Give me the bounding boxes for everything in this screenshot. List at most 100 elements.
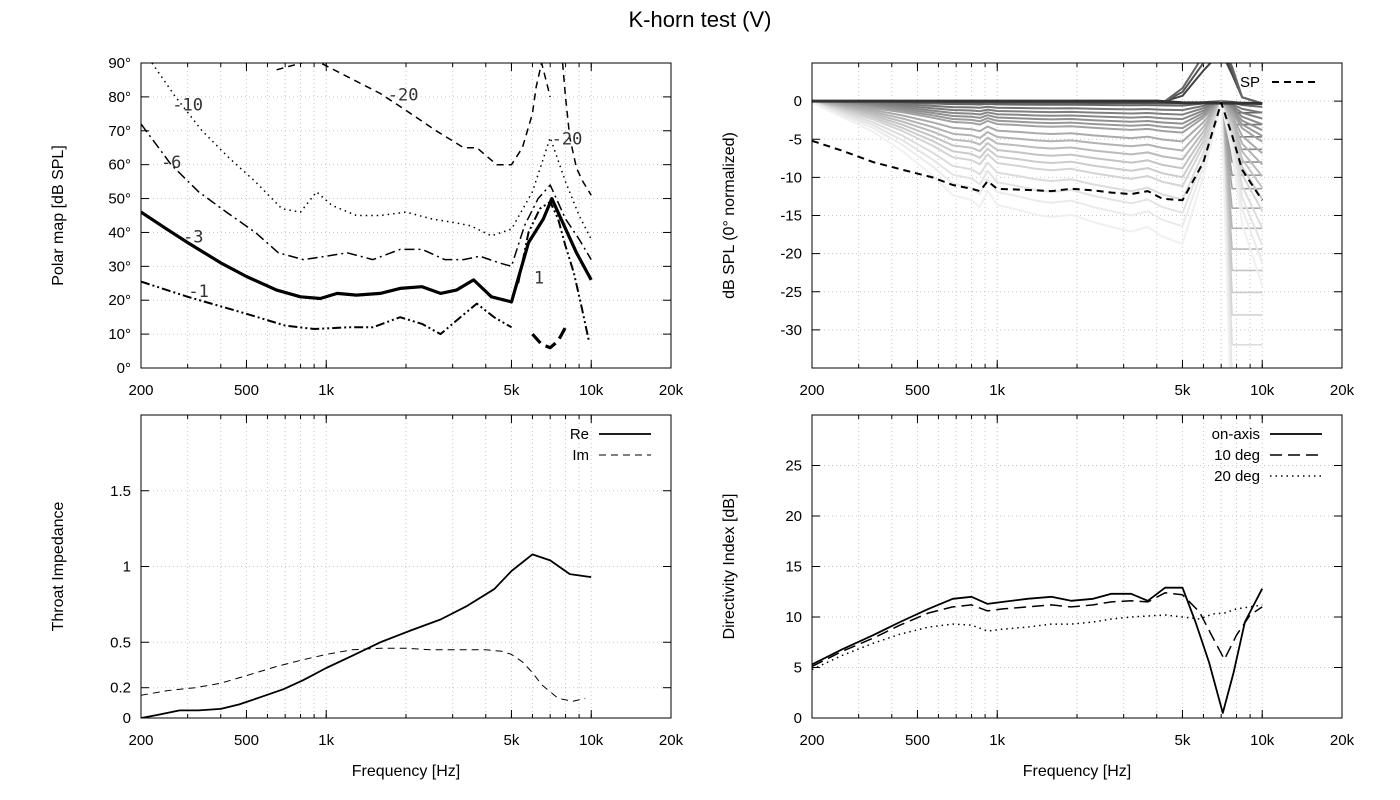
y-tick-label: 20°: [108, 292, 131, 309]
plot-area: [812, 63, 1264, 368]
x-tick-label: 5k: [1175, 382, 1191, 399]
y-axis-label: Directivity Index [dB]: [721, 494, 738, 640]
plot-frame: [140, 62, 672, 369]
x-tick-label: 1k: [318, 732, 334, 749]
series-line: [141, 123, 592, 268]
polar-angle-curve: [812, 101, 1264, 263]
legend-label: SP: [1240, 74, 1260, 91]
x-tick-label: 500: [905, 732, 930, 749]
legend: Re Im: [570, 426, 651, 464]
polar-angle-curve: [812, 100, 1263, 120]
x-tick-label: 10k: [579, 382, 604, 399]
y-tick-label: 5: [794, 660, 802, 677]
y-tick-label: -30: [780, 322, 802, 339]
x-tick-label: 1k: [989, 382, 1005, 399]
polar-angle-tail: [1220, 101, 1231, 368]
sp-curve: [812, 101, 1264, 202]
y-tick-label: 1: [123, 559, 131, 576]
legend-label: on-axis: [1212, 426, 1260, 443]
y-tick-label: 90°: [108, 55, 131, 72]
y-tick-label: -15: [780, 208, 802, 225]
x-tick-label: 10k: [1250, 382, 1275, 399]
polar-angle-lobe: [1164, 63, 1263, 105]
y-tick-label: 10: [785, 609, 802, 626]
series-line: [561, 63, 592, 196]
contour-label: -1: [188, 282, 208, 302]
series-line: [141, 553, 592, 718]
polar-angle-curve: [812, 100, 1263, 154]
y-tick-label: 15: [785, 559, 802, 576]
legend-label: 10 deg: [1214, 447, 1260, 464]
plot-area: [141, 553, 592, 718]
legend: SP: [1240, 74, 1320, 91]
x-tick-label: 500: [234, 732, 259, 749]
x-tick-label: 1k: [318, 382, 334, 399]
x-tick-label: 200: [128, 732, 153, 749]
x-tick-label: 20k: [659, 382, 684, 399]
polar-angle-curve: [812, 100, 1263, 132]
x-tick-label: 500: [905, 382, 930, 399]
panel-throat-impedance: 200 500 1k 5k 10k 20k 0 0.2 0.5 1 1.5 Throat Impeda…: [50, 414, 684, 780]
y-axis-label: Polar map [dB SPL]: [50, 145, 67, 286]
y-tick-label: 40°: [108, 224, 131, 241]
y-axis-label: dB SPL (0° normalized): [721, 132, 738, 299]
polar-angle-curve: [812, 100, 1263, 143]
x-tick-label: 500: [234, 382, 259, 399]
series-line: [517, 200, 590, 342]
y-tick-label: 0: [794, 710, 802, 727]
plot-area: [141, 63, 593, 350]
y-tick-label: -5: [789, 131, 802, 148]
y-tick-label: -10: [780, 169, 802, 186]
y-tick-label: 30°: [108, 258, 131, 275]
y-tick-label: 0: [794, 93, 802, 110]
x-tick-label: 200: [799, 732, 824, 749]
on-axis-curve: [812, 99, 1263, 105]
y-tick-label: 10°: [108, 326, 131, 343]
series-line: [812, 604, 1263, 671]
contour-label: -3: [183, 228, 203, 248]
y-tick-label: 80°: [108, 89, 131, 106]
plot-frame: [140, 414, 672, 719]
x-tick-label: 20k: [1330, 732, 1355, 749]
polar-angle-curve: [812, 101, 1264, 286]
polar-angle-curve: [812, 101, 1264, 200]
y-tick-label: -20: [780, 246, 802, 263]
polar-angle-curve: [812, 100, 1263, 177]
y-tick-label: 0.5: [110, 634, 131, 651]
x-tick-label: 5k: [504, 382, 520, 399]
legend-label: Im: [572, 447, 589, 464]
plot-frame: [811, 62, 1343, 369]
series-line: [151, 63, 592, 240]
legend-label: Re: [570, 426, 589, 443]
y-tick-label: 20: [785, 508, 802, 525]
y-axis-label: Throat Impedance: [50, 501, 67, 631]
grid: [812, 415, 1342, 719]
panel-directivity-index: 200 500 1k 5k 10k 20k 0 5 10 15 20 25 Directivity In…: [721, 414, 1355, 780]
contour-label: 1: [534, 268, 544, 288]
x-tick-label: 10k: [579, 732, 604, 749]
polar-angle-curve: [812, 100, 1263, 137]
series-line: [141, 197, 593, 304]
legend: on-axis 10 deg 20 deg: [1212, 426, 1322, 485]
x-tick-label: 20k: [659, 732, 684, 749]
x-tick-label: 20k: [1330, 382, 1355, 399]
polar-angle-curve: [812, 100, 1263, 126]
series-line: [276, 63, 551, 166]
x-tick-label: 1k: [989, 732, 1005, 749]
y-tick-label: -25: [780, 284, 802, 301]
contour-label: -6: [161, 153, 181, 173]
polar-angle-curve: [812, 101, 1264, 229]
contour-label: -20: [388, 85, 419, 105]
y-tick-label: 50°: [108, 191, 131, 208]
polar-angle-curve: [812, 101, 1264, 212]
x-tick-label: 10k: [1250, 732, 1275, 749]
series-line: [141, 280, 513, 336]
series-line: [141, 647, 586, 702]
x-tick-label: 200: [799, 382, 824, 399]
x-tick-label: 5k: [1175, 732, 1191, 749]
polar-angle-curve: [812, 100, 1263, 166]
y-tick-label: 70°: [108, 123, 131, 140]
polar-angle-curve: [812, 100, 1263, 114]
grid: [141, 62, 671, 369]
